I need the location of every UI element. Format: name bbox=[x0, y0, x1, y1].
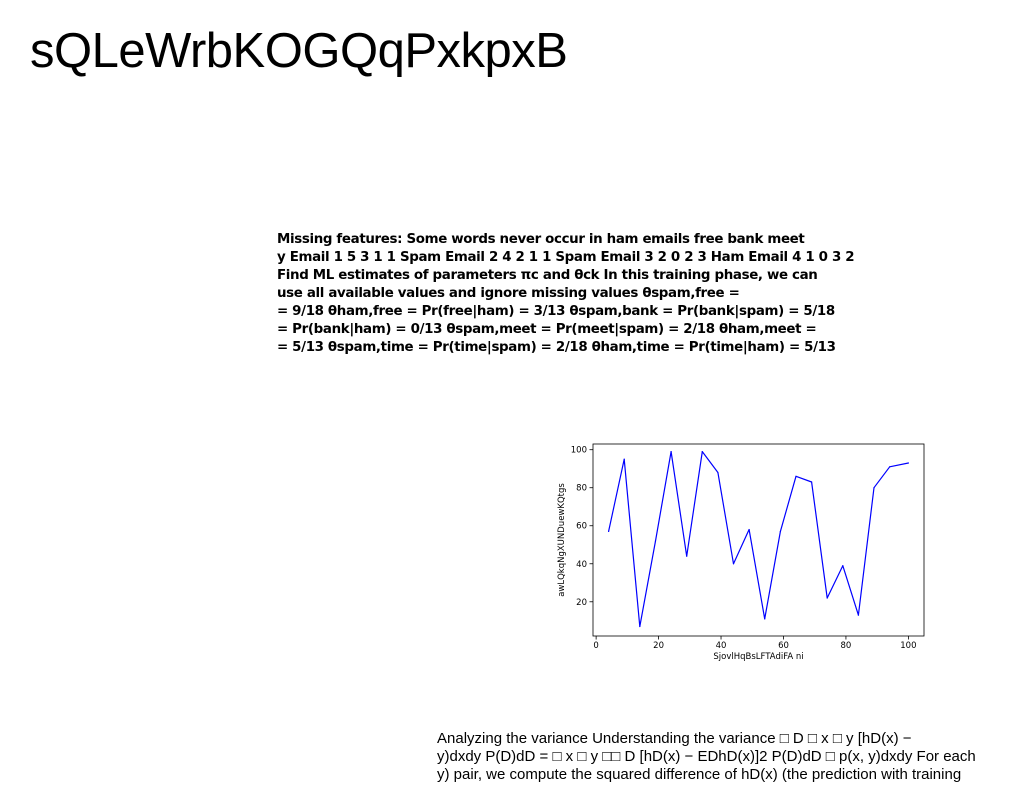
data-point bbox=[857, 614, 860, 616]
data-point bbox=[795, 475, 797, 477]
paragraph-line: Analyzing the variance Understanding the… bbox=[437, 730, 912, 747]
data-point bbox=[810, 481, 813, 483]
data-point bbox=[842, 565, 844, 567]
x-tick-label: 100 bbox=[900, 641, 916, 651]
x-tick-label: 0 bbox=[593, 641, 598, 651]
data-point bbox=[654, 540, 657, 542]
paragraph-line: Missing features: Some words never occur… bbox=[277, 232, 805, 247]
paragraph-line: use all available values and ignore miss… bbox=[277, 286, 740, 301]
data-point bbox=[748, 528, 750, 531]
data-point bbox=[732, 563, 735, 565]
paragraph-line: = 9/18 θham,free = Pr(free|ham) = 3/13 θ… bbox=[277, 304, 835, 319]
variance-paragraph: Analyzing the variance Understanding the… bbox=[437, 730, 1024, 784]
paragraph-line: = 5/13 θspam,time = Pr(time|spam) = 2/18… bbox=[277, 340, 836, 355]
x-tick-label: 40 bbox=[716, 641, 727, 651]
x-tick-label: 80 bbox=[841, 641, 852, 651]
data-point bbox=[764, 618, 766, 620]
paragraph-line: y) pair, we compute the squared differen… bbox=[437, 766, 962, 783]
data-point bbox=[608, 530, 610, 533]
line-chart: 0 20 40 60 80 100 20 40 60 80 100 SjovlHqBsLFTAdiFA… bbox=[554, 436, 934, 666]
bold-paragraph: Missing features: Some words never occur… bbox=[277, 231, 917, 357]
page-title: sQLeWrbKOGQqPxkpxB bbox=[30, 24, 568, 78]
data-point bbox=[779, 530, 781, 533]
y-tick-label: 60 bbox=[576, 522, 587, 532]
data-point bbox=[873, 487, 875, 489]
y-tick-label: 20 bbox=[576, 598, 587, 608]
paragraph-line: Find ML estimates of parameters πc and θ… bbox=[277, 268, 818, 283]
y-axis-label: awLQkqNgXUNDuewKQtgs bbox=[557, 483, 567, 597]
plot-frame bbox=[592, 443, 925, 637]
data-point bbox=[717, 471, 719, 474]
paragraph-line: y)dxdy P(D)dD = □ x □ y □□ D [hD(x) − ED… bbox=[437, 748, 976, 765]
data-point bbox=[639, 625, 641, 628]
y-tick-label: 40 bbox=[576, 560, 587, 570]
series-line bbox=[608, 451, 909, 628]
data-point bbox=[701, 451, 703, 453]
data-point bbox=[623, 458, 625, 460]
x-tick-label: 20 bbox=[653, 641, 664, 651]
y-tick-label: 80 bbox=[576, 484, 587, 494]
data-point bbox=[826, 597, 828, 599]
x-tick-label: 60 bbox=[778, 641, 789, 651]
paragraph-line: y Email 1 5 3 1 1 Spam Email 2 4 2 1 1 S… bbox=[277, 250, 855, 265]
x-axis-label: SjovlHqBsLFTAdiFA ni bbox=[713, 652, 803, 662]
data-point bbox=[907, 462, 909, 464]
data-point bbox=[686, 555, 688, 557]
chart-svg: 0 20 40 60 80 100 20 40 60 80 100 SjovlHqBsLFTAdiFA… bbox=[557, 443, 925, 662]
y-tick-label: 100 bbox=[571, 446, 587, 456]
data-point bbox=[670, 451, 672, 453]
paragraph-line: = Pr(bank|ham) = 0/13 θspam,meet = Pr(me… bbox=[277, 322, 817, 337]
data-point bbox=[889, 466, 891, 468]
